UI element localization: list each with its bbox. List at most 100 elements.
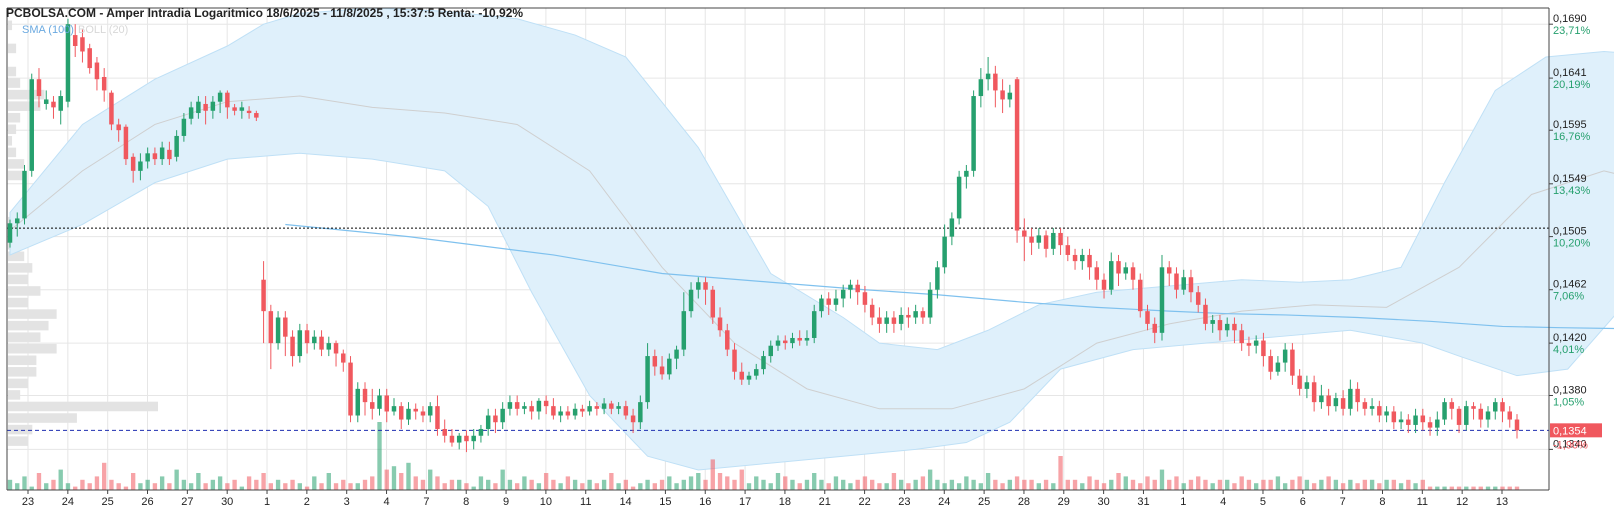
volume-bar — [514, 483, 520, 490]
current-price-label: 0,1354 — [1553, 425, 1587, 437]
volume-bar — [1398, 483, 1404, 490]
volume-bar — [594, 483, 600, 490]
volume-bar — [855, 479, 860, 490]
candle-body — [1065, 245, 1071, 255]
x-tick-label: 31 — [1137, 496, 1149, 508]
volume-bar — [391, 466, 397, 490]
candle-body — [717, 317, 723, 331]
x-tick-label: 23 — [22, 496, 34, 508]
candle-body — [790, 337, 795, 344]
volume-bar — [898, 479, 904, 490]
candle-body — [145, 153, 150, 162]
candle-body — [877, 317, 882, 324]
candle-body — [869, 304, 875, 318]
candle-body — [1224, 323, 1230, 331]
volume-bar — [1203, 479, 1208, 490]
volume-bar — [1456, 486, 1462, 490]
volume-bar — [717, 473, 723, 490]
volume-bar — [819, 479, 824, 490]
candle-body — [587, 406, 592, 412]
volume-bar — [1340, 483, 1346, 490]
volume-bar — [152, 483, 158, 490]
volume-bar — [1022, 479, 1027, 490]
price-tick-label: 0,1595 — [1553, 119, 1587, 131]
candle-body — [275, 317, 281, 344]
volume-bar — [536, 483, 542, 490]
volume-bar — [681, 479, 686, 490]
pct-tick-label: 23,71% — [1553, 25, 1591, 37]
volume-bar — [341, 479, 346, 490]
volume-bar — [862, 476, 868, 490]
volume-bar — [797, 483, 802, 490]
candle-body — [1152, 323, 1157, 333]
candle-body — [1007, 92, 1013, 100]
candle-body — [652, 356, 658, 367]
candle-body — [239, 107, 245, 111]
volume-bar — [261, 473, 266, 490]
volume-bar — [812, 473, 817, 490]
volume-bar — [246, 476, 252, 490]
volume-bar — [652, 483, 657, 490]
candle-body — [72, 35, 78, 47]
volume-bar — [1094, 479, 1099, 490]
volume-bar — [761, 479, 766, 490]
candle-body — [188, 107, 194, 119]
legend-boll: BOLL (20) — [78, 24, 128, 36]
volume-bar — [746, 483, 752, 490]
x-tick-label: 25 — [102, 496, 114, 508]
price-tick-label: 0,1690 — [1553, 13, 1587, 25]
volume-bar — [471, 486, 476, 490]
volume-bar — [1333, 479, 1339, 490]
volume-bar — [102, 462, 107, 490]
candle-body — [1377, 406, 1382, 416]
x-tick-label: 10 — [540, 496, 552, 508]
candle-body — [159, 147, 165, 160]
x-tick-label: 11 — [580, 496, 591, 508]
x-tick-label: 7 — [1340, 496, 1346, 508]
candle-body — [1138, 279, 1143, 312]
candle-body — [1500, 402, 1505, 412]
candle-body — [254, 113, 259, 118]
candle-body — [152, 153, 158, 160]
candle-body — [1449, 402, 1455, 409]
candle-body — [217, 92, 223, 102]
candle-body — [1239, 330, 1244, 344]
volume-bar — [1391, 479, 1397, 490]
x-tick-label: 27 — [181, 496, 193, 508]
volume-profile-bar — [8, 286, 41, 296]
candle-body — [1369, 406, 1375, 409]
volume-bar — [848, 483, 853, 490]
volume-bar — [1159, 469, 1165, 490]
candle-body — [1145, 311, 1150, 324]
volume-bar — [51, 479, 56, 490]
candle-body — [971, 96, 976, 171]
price-tick-label: 0,1380 — [1553, 384, 1587, 396]
candle-body — [848, 284, 853, 290]
volume-bar — [399, 473, 404, 490]
candle-body — [87, 48, 92, 69]
candle-body — [304, 330, 310, 344]
candle-body — [782, 340, 788, 344]
candle-body — [580, 408, 585, 412]
volume-bar — [1029, 479, 1034, 490]
volume-bar — [109, 479, 114, 490]
volume-bar — [1253, 483, 1259, 490]
candle-body — [1471, 406, 1476, 409]
volume-bar — [1167, 479, 1172, 490]
candle-body — [1036, 235, 1042, 243]
candle-body — [29, 79, 34, 171]
x-tick-label: 1 — [264, 496, 270, 508]
candle-body — [1420, 415, 1426, 423]
candle-body — [43, 99, 49, 104]
volume-bar — [703, 479, 708, 490]
pct-tick-label: 20,19% — [1553, 79, 1591, 91]
candle-body — [1253, 340, 1259, 346]
volume-bar — [1109, 479, 1114, 490]
volume-bar — [406, 462, 411, 490]
volume-bar — [1449, 486, 1454, 490]
volume-bar — [1507, 486, 1512, 490]
volume-bar — [1464, 486, 1469, 490]
volume-bar — [623, 479, 629, 490]
candle-body — [1058, 232, 1063, 246]
candle-body — [1181, 277, 1186, 290]
